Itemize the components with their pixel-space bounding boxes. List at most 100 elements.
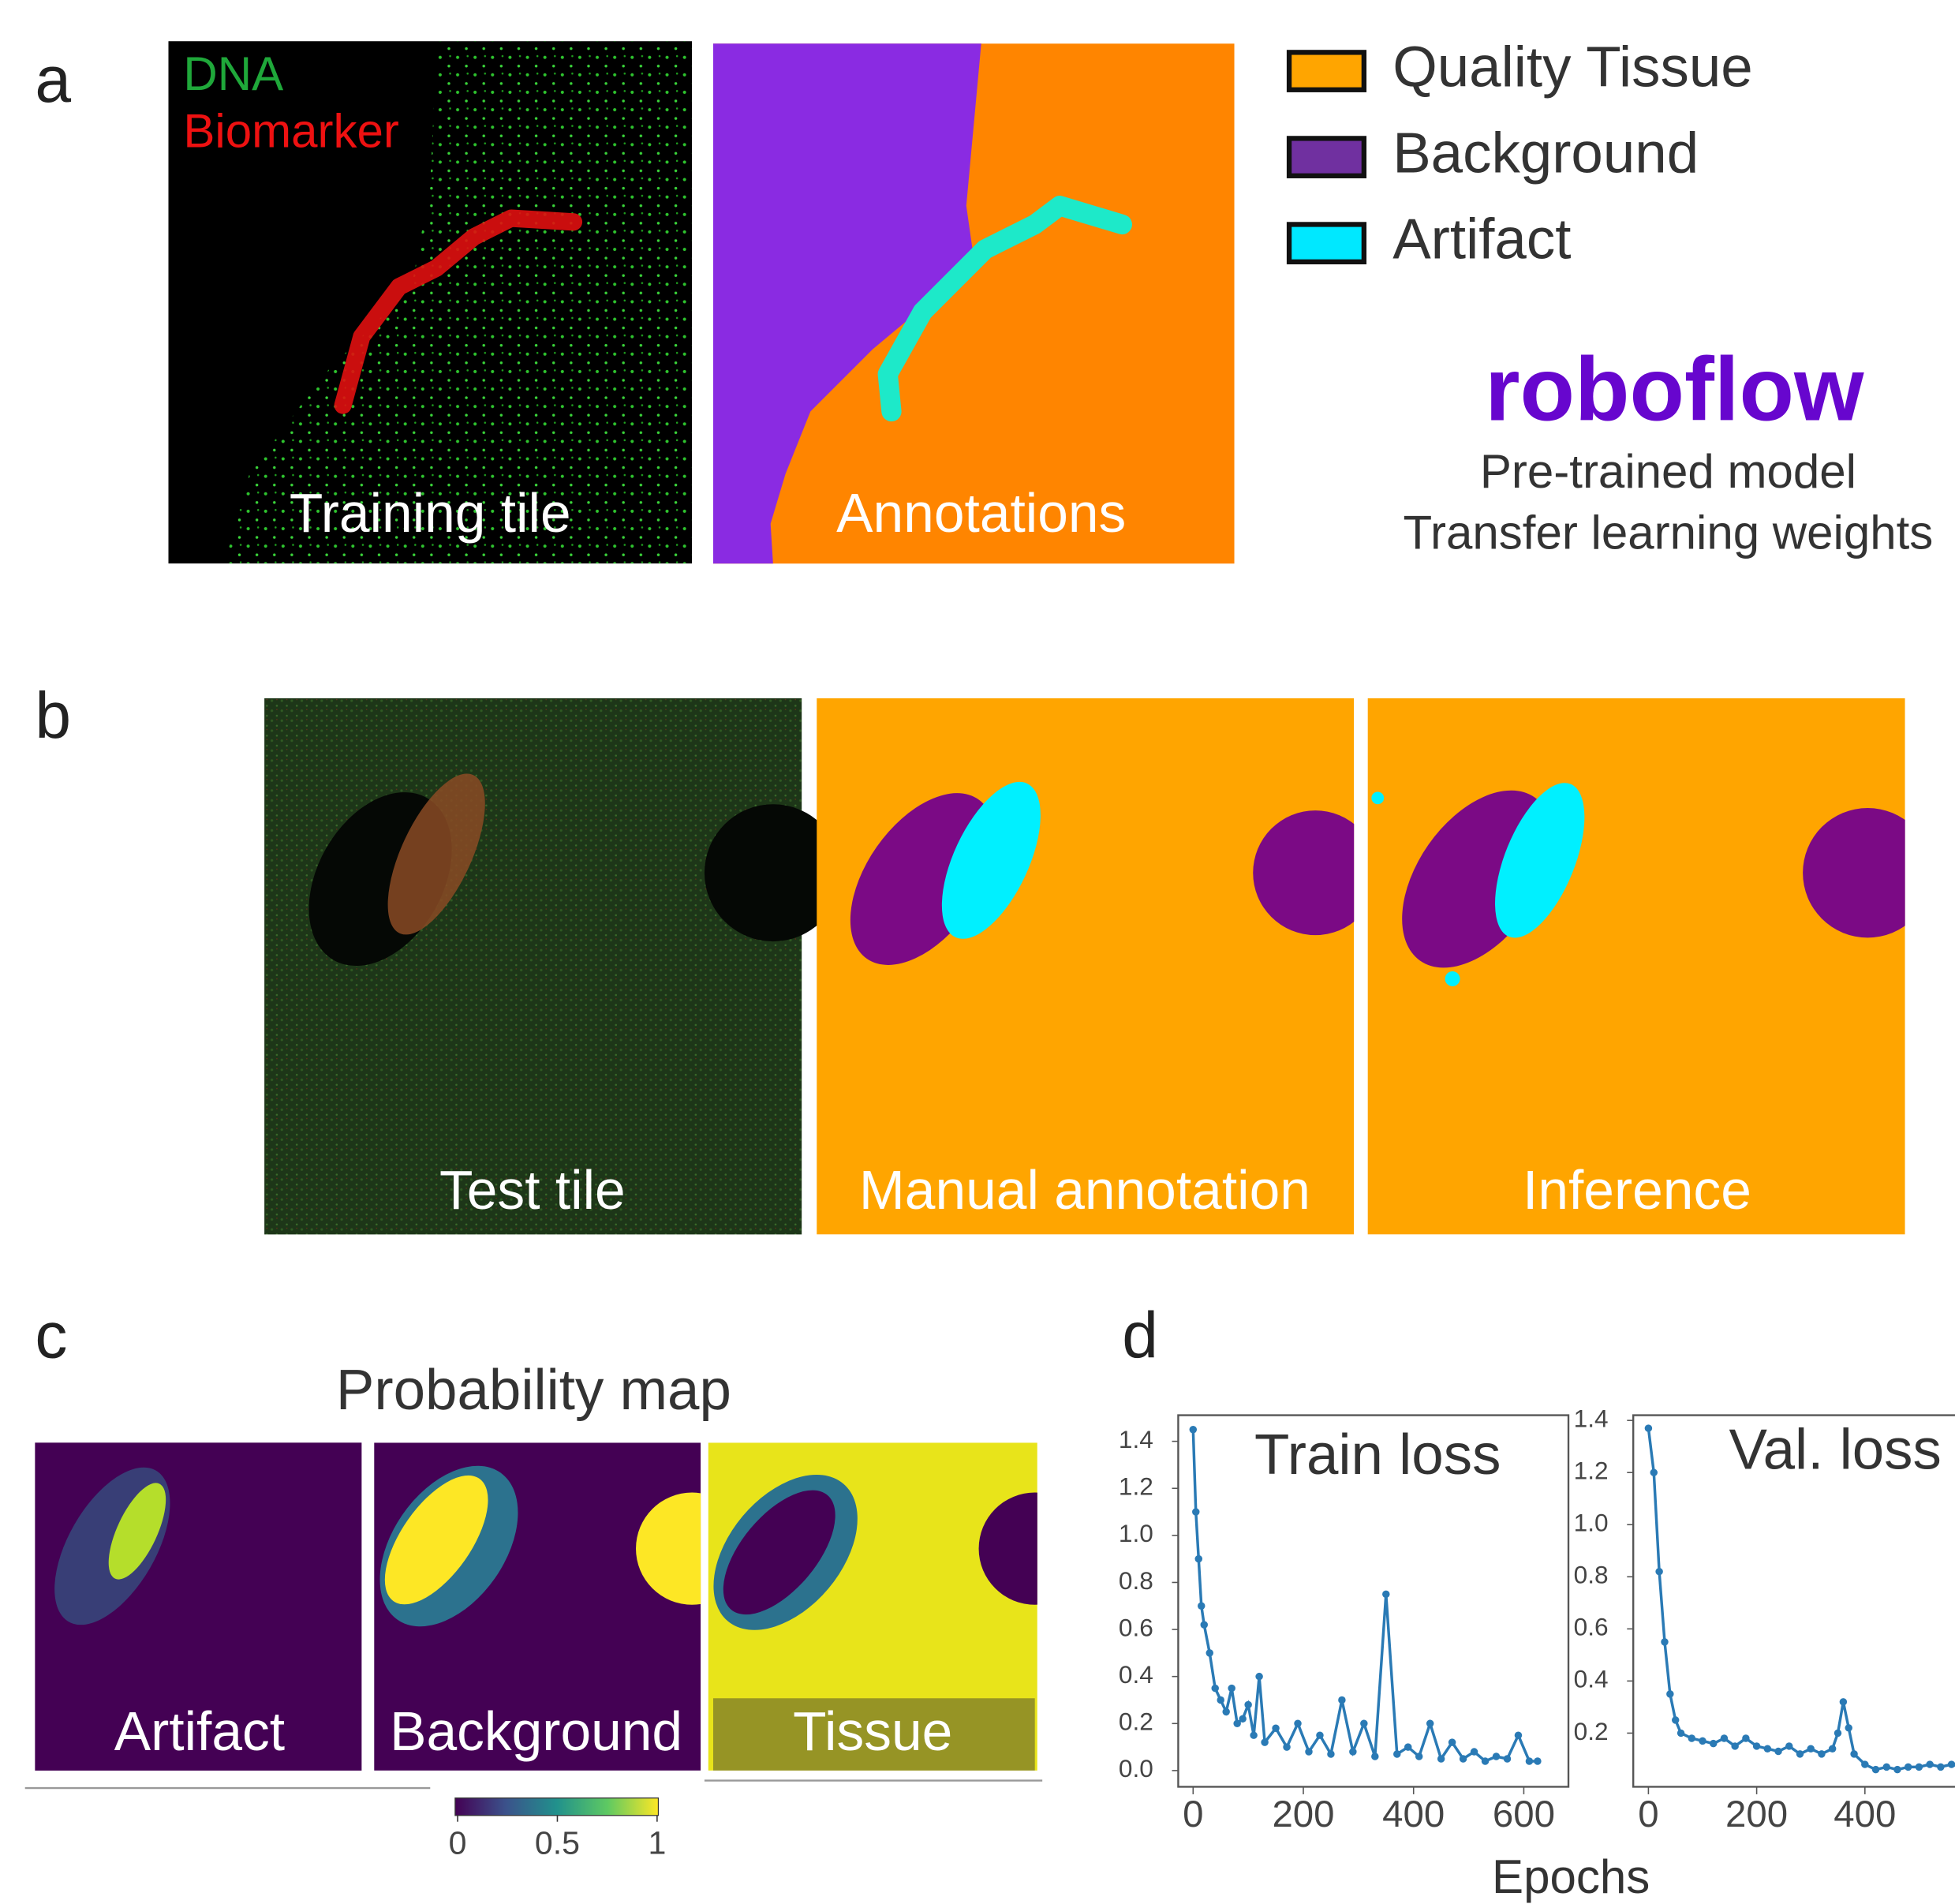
loss-point [1382, 1591, 1389, 1598]
loss-point [1493, 1753, 1500, 1760]
channel-label: DNA [183, 47, 283, 100]
loss-point [1460, 1755, 1467, 1762]
loss-point [1661, 1638, 1668, 1645]
channel-label: Biomarker [183, 105, 399, 158]
tile-label: Artifact [114, 1700, 285, 1762]
loss-point [1371, 1753, 1378, 1760]
loss-point [1534, 1757, 1541, 1764]
loss-point [1338, 1696, 1345, 1704]
loss-point [1834, 1730, 1841, 1737]
loss-point [1283, 1743, 1290, 1750]
loss-point [1840, 1698, 1847, 1705]
tile-label: Training tile [290, 482, 571, 544]
panel-title: Probability map [336, 1358, 731, 1422]
x-tick-label: 200 [1272, 1794, 1334, 1835]
y-tick-label: 0.0 [1119, 1754, 1153, 1782]
loss-point [1206, 1649, 1213, 1656]
loss-point [1272, 1725, 1279, 1732]
y-tick-label: 0.4 [1119, 1660, 1153, 1689]
loss-point [1515, 1731, 1522, 1738]
loss-point [1937, 1764, 1944, 1771]
loss-point [1217, 1696, 1224, 1704]
loss-point [1316, 1731, 1323, 1738]
y-tick-label: 0.2 [1574, 1717, 1609, 1745]
loss-charts: 0.00.20.40.60.81.01.21.40200400600Train … [1119, 1405, 1955, 1835]
caption: Transfer learning weights [1404, 506, 1934, 559]
loss-point [1731, 1742, 1738, 1749]
loss-point [1850, 1750, 1857, 1757]
loss-point [1926, 1760, 1933, 1767]
y-tick-label: 0.8 [1574, 1561, 1609, 1589]
loss-point [1190, 1426, 1197, 1433]
loss-point [1764, 1745, 1771, 1753]
loss-point [1222, 1708, 1229, 1715]
legend-label: Quality Tissue [1392, 35, 1753, 99]
colorbar [455, 1798, 659, 1816]
loss-point [1672, 1716, 1679, 1723]
loss-point [1807, 1745, 1814, 1753]
loss-point [1415, 1753, 1422, 1760]
page: { "panel_labels": ["a", "b", "c", "d"], … [0, 0, 1955, 1904]
legend-swatch [1289, 224, 1364, 261]
legend-label: Background [1392, 121, 1699, 185]
x-tick-label: 0 [1638, 1794, 1658, 1835]
legend-swatch [1289, 138, 1364, 175]
loss-point [1753, 1742, 1760, 1749]
loss-point [1250, 1731, 1257, 1738]
loss-point [1861, 1760, 1868, 1767]
loss-point [1688, 1734, 1695, 1741]
y-tick-label: 1.2 [1574, 1457, 1609, 1485]
loss-point [1504, 1755, 1511, 1762]
y-tick-label: 1.2 [1119, 1472, 1153, 1501]
loss-point [1201, 1621, 1208, 1628]
loss-point [1261, 1738, 1268, 1745]
chart-title: Val. loss [1729, 1418, 1942, 1482]
colorbar-tick-label: 0 [449, 1825, 467, 1861]
loss-point [1796, 1750, 1804, 1757]
x-axis-label: Epochs [1492, 1850, 1650, 1903]
loss-point [1721, 1734, 1728, 1741]
panel-label: b [35, 680, 71, 752]
x-tick-label: 0 [1183, 1794, 1203, 1835]
x-tick-label: 400 [1834, 1794, 1896, 1835]
loss-point [1948, 1760, 1955, 1767]
y-tick-label: 0.4 [1574, 1665, 1609, 1693]
legend-swatch [1289, 52, 1364, 89]
x-tick-label: 600 [1493, 1794, 1555, 1835]
panel-label: d [1122, 1300, 1158, 1371]
legend-label: Artifact [1392, 207, 1571, 271]
loss-point [1774, 1748, 1781, 1755]
x-tick-label: 400 [1382, 1794, 1445, 1835]
loss-point [1437, 1755, 1445, 1762]
y-tick-label: 0.2 [1119, 1708, 1153, 1736]
loss-point [1677, 1730, 1684, 1737]
y-tick-label: 1.4 [1119, 1425, 1153, 1453]
figure: a b c d DNA Biomarker Training tile Anno… [0, 0, 1955, 1904]
loss-point [1526, 1757, 1533, 1764]
colorbar-tick-label: 0.5 [535, 1825, 580, 1861]
loss-point [1404, 1743, 1411, 1750]
loss-point [1305, 1748, 1312, 1755]
loss-point [1845, 1724, 1852, 1731]
y-tick-label: 0.6 [1574, 1613, 1609, 1641]
tile-label: Test tile [439, 1159, 626, 1221]
loss-point [1239, 1715, 1246, 1723]
loss-point [1699, 1738, 1706, 1745]
loss-point [1655, 1568, 1662, 1575]
y-tick-label: 0.6 [1119, 1613, 1153, 1641]
tile-label: Inference [1523, 1159, 1751, 1221]
loss-point [1645, 1424, 1652, 1431]
logo: roboflow [1485, 340, 1864, 440]
loss-point [1883, 1764, 1890, 1771]
loss-point [1710, 1740, 1717, 1747]
loss-point [1211, 1685, 1218, 1692]
y-tick-label: 1.0 [1119, 1519, 1153, 1547]
loss-point [1916, 1764, 1923, 1771]
manual-annotation-image [817, 698, 1377, 1234]
loss-point [1294, 1720, 1301, 1727]
y-tick-label: 1.4 [1574, 1405, 1609, 1433]
panel-label: a [35, 44, 71, 116]
loss-point [1742, 1734, 1749, 1741]
loss-point [1327, 1750, 1334, 1757]
